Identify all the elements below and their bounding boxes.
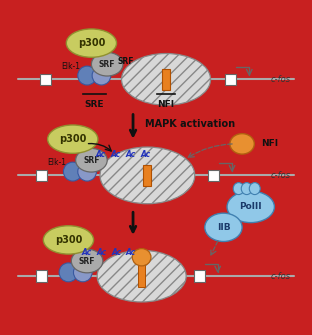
Text: Ac: Ac [96, 248, 106, 257]
Text: NFI: NFI [261, 139, 278, 148]
Bar [208, 170, 219, 181]
Bar [138, 265, 145, 286]
Ellipse shape [132, 249, 151, 266]
Text: NFI: NFI [158, 100, 175, 109]
Ellipse shape [241, 183, 252, 195]
Ellipse shape [227, 191, 275, 223]
Ellipse shape [78, 162, 96, 181]
Ellipse shape [100, 147, 195, 204]
Bar [36, 270, 46, 282]
Text: Ac: Ac [140, 150, 150, 159]
Text: SRF: SRF [83, 156, 100, 165]
Text: Ac: Ac [125, 150, 135, 159]
Text: MAPK activation: MAPK activation [144, 119, 235, 129]
Text: SRF: SRF [117, 57, 134, 66]
Ellipse shape [97, 250, 186, 302]
Ellipse shape [233, 183, 244, 195]
Bar [194, 270, 204, 282]
Ellipse shape [91, 52, 123, 76]
Text: p300: p300 [78, 38, 105, 48]
Text: IIB: IIB [217, 223, 230, 232]
Ellipse shape [205, 213, 242, 242]
Bar [36, 170, 46, 181]
Bar [40, 74, 51, 85]
Text: c-fos: c-fos [271, 75, 291, 84]
Text: c-fos: c-fos [271, 171, 291, 180]
Text: SRF: SRF [79, 257, 95, 266]
Text: p300: p300 [55, 235, 82, 245]
Ellipse shape [63, 162, 82, 181]
Ellipse shape [48, 125, 98, 153]
Ellipse shape [59, 263, 78, 282]
Text: PolII: PolII [239, 202, 262, 211]
Ellipse shape [74, 263, 92, 282]
Bar [162, 69, 170, 89]
Text: Ac: Ac [110, 150, 121, 159]
Text: Elk-1: Elk-1 [61, 62, 80, 71]
Text: p300: p300 [59, 134, 86, 144]
Bar [144, 165, 151, 186]
Ellipse shape [122, 54, 211, 105]
Ellipse shape [76, 148, 107, 172]
Text: Ac: Ac [111, 248, 121, 257]
Ellipse shape [78, 66, 96, 85]
Text: Elk-1: Elk-1 [47, 158, 66, 167]
Ellipse shape [230, 134, 254, 154]
Ellipse shape [249, 183, 260, 195]
Text: Ac: Ac [81, 248, 91, 257]
Text: Ac: Ac [95, 150, 106, 159]
Ellipse shape [66, 29, 117, 57]
Ellipse shape [71, 249, 103, 273]
Text: Ac: Ac [126, 248, 136, 257]
Text: c-fos: c-fos [271, 272, 291, 281]
Text: SRE: SRE [85, 100, 104, 109]
Text: SRF: SRF [99, 60, 115, 69]
Ellipse shape [43, 226, 94, 254]
Ellipse shape [92, 66, 111, 85]
Bar [225, 74, 236, 85]
